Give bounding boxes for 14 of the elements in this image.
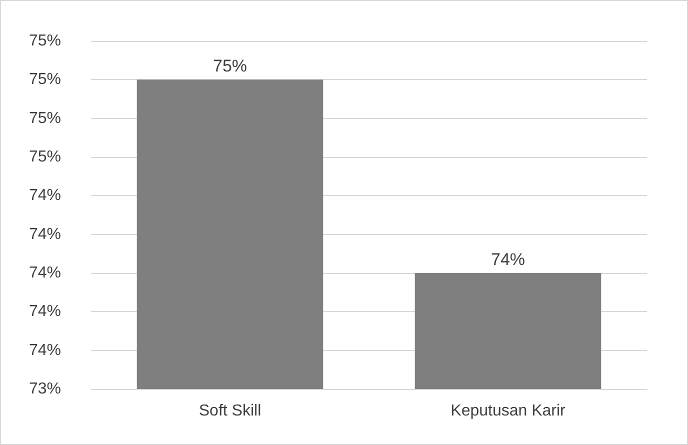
x-tick-label: Keputusan Karir [450, 402, 566, 420]
y-tick-label: 74% [28, 226, 61, 243]
y-tick-label: 75% [28, 110, 61, 127]
y-tick-label: 74% [28, 187, 61, 204]
y-tick-label: 73% [28, 380, 61, 398]
y-tick-label: 75% [28, 32, 61, 50]
y-tick-label: 74% [28, 342, 61, 359]
y-tick-label: 74% [28, 264, 61, 282]
y-tick-label: 75% [28, 71, 61, 88]
data-label: 75% [212, 56, 248, 76]
data-label: 74% [490, 250, 526, 269]
y-tick-label: 75% [28, 148, 61, 166]
x-tick-label: Soft Skill [198, 402, 262, 420]
y-tick-label: 74% [28, 303, 61, 320]
